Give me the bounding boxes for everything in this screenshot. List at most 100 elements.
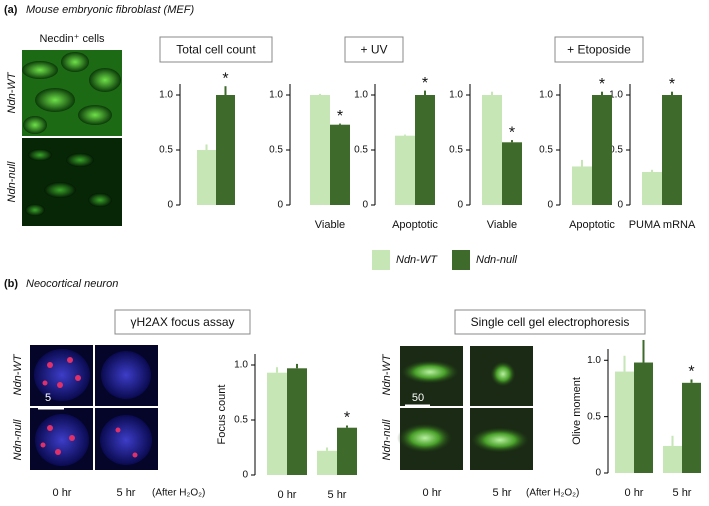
y-tick-label: 1.0 [449, 90, 463, 101]
y-tick-label: 0 [595, 468, 601, 479]
y-tick-label: 1.0 [609, 90, 623, 101]
x-tick-label: 5 hr [328, 489, 347, 501]
y-tick-label: 0.5 [159, 145, 173, 156]
significance-mark: * [422, 75, 428, 92]
row-label: Ndn-WT [6, 71, 18, 113]
bar [330, 124, 350, 205]
bar [395, 135, 415, 205]
y-tick-label: 1.0 [587, 355, 601, 366]
y-tick-label: 1.0 [354, 90, 368, 101]
image-title: Necdin⁺ cells [39, 33, 105, 45]
row-label: Ndn-WT [381, 353, 393, 395]
note: (After H₂O₂) [526, 488, 579, 499]
significance-mark: * [337, 108, 343, 125]
y-tick-label: 0 [457, 200, 463, 211]
y-tick-label: 0.5 [609, 145, 623, 156]
title-box [159, 36, 273, 63]
significance-mark: * [688, 364, 694, 381]
y-tick-label: 1.0 [159, 90, 173, 101]
bar [287, 368, 307, 475]
legend-swatch [452, 250, 470, 270]
bar [663, 445, 682, 473]
column-label: 0 hr [53, 487, 72, 499]
legend: Ndn-WT Ndn-null [372, 250, 518, 270]
bar [615, 371, 634, 473]
row-label: Ndn-null [6, 161, 18, 203]
bar [482, 95, 502, 205]
x-tick-label: 5 hr [673, 487, 692, 499]
y-axis-label: Focus count [216, 385, 228, 445]
column-label: 5 hr [117, 487, 136, 499]
x-tick-label: Viable [487, 219, 517, 231]
bar [572, 166, 592, 205]
bar [662, 95, 682, 205]
y-axis-label: Olive moment [571, 377, 583, 445]
bar [592, 95, 612, 205]
y-tick-label: 0 [277, 200, 283, 211]
column-label: 5 hr [493, 487, 512, 499]
significance-mark: * [599, 76, 605, 93]
bar [267, 372, 287, 475]
bar [216, 95, 235, 205]
row-label: Ndn-null [12, 419, 24, 461]
panel-label: (b) [4, 278, 18, 290]
y-tick-label: 0 [242, 470, 248, 481]
x-tick-label: PUMA mRNA [629, 219, 696, 231]
chart-title: + UV [360, 43, 387, 57]
x-tick-label: 0 hr [625, 487, 644, 499]
bar [317, 450, 337, 475]
comet-image [397, 346, 533, 470]
bar [197, 150, 216, 205]
row-label: Ndn-null [381, 419, 393, 461]
title-box [344, 36, 404, 63]
title-box [114, 309, 251, 335]
y-tick-label: 0.5 [354, 145, 368, 156]
note: (After H₂O₂) [152, 488, 205, 499]
title-box [454, 309, 646, 335]
legend-label: Ndn-null [476, 254, 518, 266]
bar [682, 382, 701, 473]
x-tick-label: 0 hr [278, 489, 297, 501]
x-tick-label: Apoptotic [392, 219, 438, 231]
mef-image [22, 50, 122, 226]
panel-title: Mouse embryonic fibroblast (MEF) [26, 4, 194, 16]
y-tick-label: 1.0 [234, 360, 248, 371]
significance-mark: * [344, 410, 350, 427]
column-label: 0 hr [423, 487, 442, 499]
significance-mark: * [669, 76, 675, 93]
significance-mark: * [509, 124, 515, 141]
scale-label: 5 [45, 392, 51, 404]
bar [642, 172, 662, 205]
y-tick-label: 1.0 [539, 90, 553, 101]
title-box [554, 36, 644, 63]
y-tick-label: 0.5 [449, 145, 463, 156]
x-tick-label: Viable [315, 219, 345, 231]
y-tick-label: 0 [362, 200, 368, 211]
legend-swatch [372, 250, 390, 270]
y-tick-label: 0 [617, 200, 623, 211]
neuron-image [30, 345, 158, 470]
bar [415, 95, 435, 205]
legend-label: Ndn-WT [396, 254, 438, 266]
panel-title: Neocortical neuron [26, 278, 118, 290]
bar [502, 142, 522, 205]
row-label: Ndn-WT [12, 353, 24, 395]
chart-title: + Etoposide [567, 43, 631, 57]
chart-title: γH2AX focus assay [130, 315, 234, 329]
bar [310, 95, 330, 205]
bar [337, 427, 357, 475]
y-tick-label: 0.5 [234, 415, 248, 426]
significance-mark: * [222, 70, 228, 87]
y-tick-label: 0.5 [587, 411, 601, 422]
bar [634, 362, 653, 473]
chart-title: Single cell gel electrophoresis [471, 315, 630, 329]
scale-label: 50 [412, 392, 424, 404]
x-tick-label: Apoptotic [569, 219, 615, 231]
y-tick-label: 1.0 [269, 90, 283, 101]
y-tick-label: 0.5 [269, 145, 283, 156]
panel-label: (a) [4, 4, 18, 16]
chart-title: Total cell count [176, 43, 256, 57]
y-tick-label: 0 [547, 200, 553, 211]
y-tick-label: 0 [167, 200, 173, 211]
